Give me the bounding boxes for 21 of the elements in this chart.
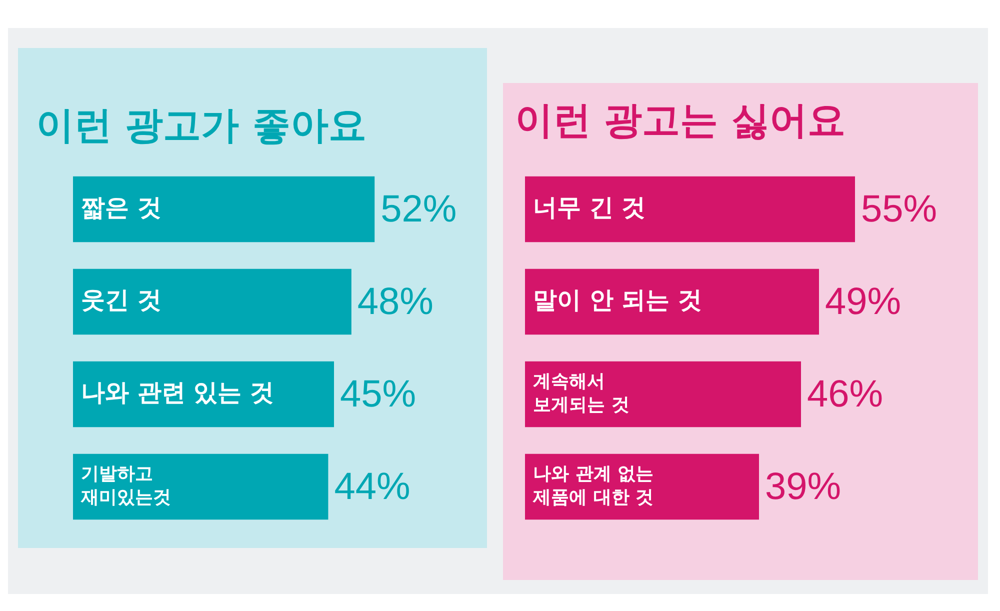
data-label: 52% (380, 188, 457, 231)
bar (525, 361, 801, 428)
bar (525, 268, 819, 335)
category-label: 짧은 것 (81, 193, 162, 222)
data-label: 44% (334, 466, 410, 508)
bar (525, 176, 855, 242)
category-label: 말이 안 되는 것 (533, 286, 702, 314)
chart-title: 이런 광고는 싫어요 (515, 97, 846, 144)
chart-title: 이런 광고가 좋아요 (36, 102, 366, 149)
category-label: 나와 관련 있는 것 (81, 378, 274, 406)
category-label: 너무 긴 것 (533, 193, 646, 222)
category-label: 웃긴 것 (81, 286, 162, 314)
data-label: 45% (340, 374, 416, 416)
data-label: 49% (825, 281, 902, 324)
data-label: 39% (765, 466, 842, 508)
category-label: 계속해서 보게되는 것 (533, 371, 630, 416)
category-label: 나와 관계 없는 제품에 대한 것 (533, 464, 654, 508)
data-label: 46% (807, 374, 884, 416)
data-label: 48% (357, 281, 434, 324)
data-label: 55% (861, 188, 938, 231)
category-label: 기발하고 재미있는것 (81, 464, 171, 508)
